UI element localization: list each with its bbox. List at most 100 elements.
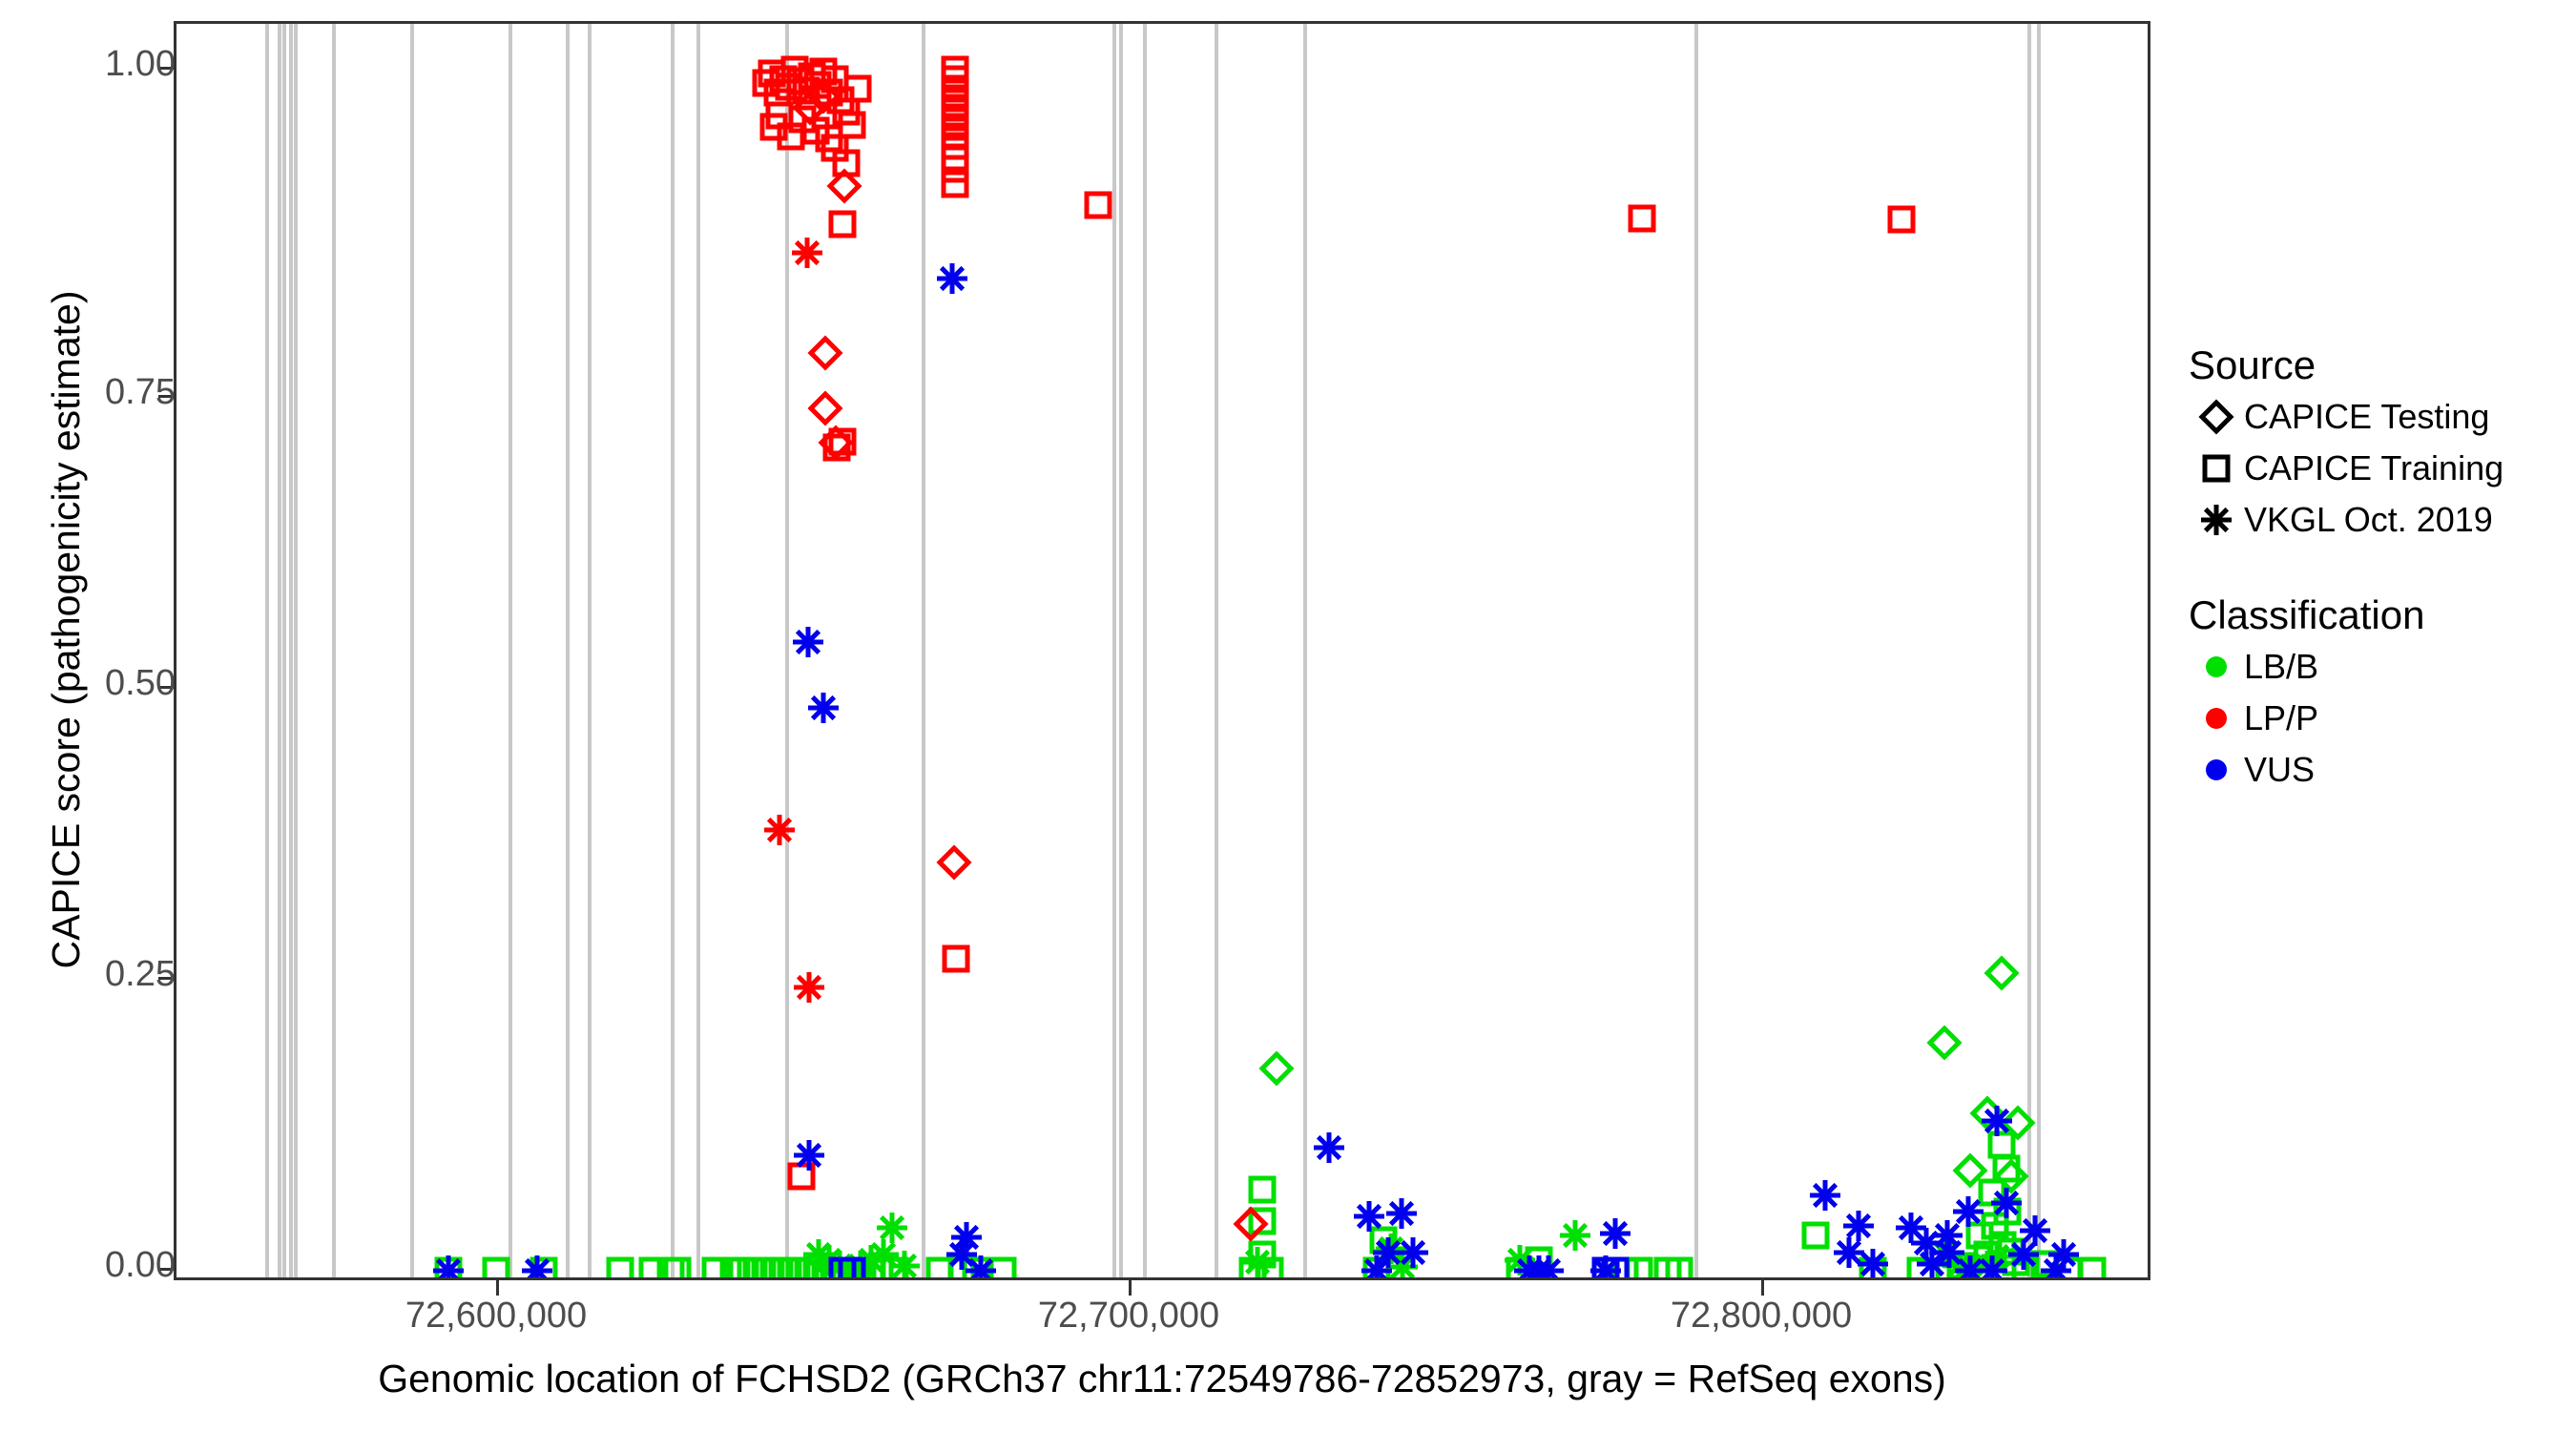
- y-axis-title: CAPICE score (pathogenicity estimate): [43, 290, 88, 969]
- scatter-point: [1926, 1025, 1963, 1061]
- refseq-exon-line: [566, 24, 570, 1277]
- scatter-point: [1993, 1158, 2029, 1194]
- x-tick-mark: [496, 1280, 499, 1296]
- scatter-point: [758, 111, 790, 143]
- y-tick-label: 0.75: [105, 372, 176, 412]
- refseq-exon-line: [1143, 24, 1147, 1277]
- scatter-point: [1258, 1050, 1295, 1087]
- legend-item[interactable]: VUS: [2189, 746, 2570, 794]
- y-tick-mark: [158, 1268, 174, 1271]
- legend-item-label: VKGL Oct. 2019: [2244, 500, 2493, 540]
- plot-panel: [174, 21, 2150, 1280]
- refseq-exon-line: [282, 24, 286, 1277]
- scatter-point: [1984, 955, 2020, 991]
- legend-item-label: CAPICE Testing: [2244, 397, 2490, 437]
- legend-item[interactable]: VKGL Oct. 2019: [2189, 496, 2570, 544]
- scatter-point: [1359, 1253, 1395, 1277]
- refseq-exon-line: [289, 24, 293, 1277]
- scatter-point: [789, 235, 825, 271]
- legend-item[interactable]: LB/B: [2189, 643, 2570, 691]
- refseq-exon-line: [1215, 24, 1218, 1277]
- color-dot-icon: [2189, 704, 2244, 733]
- chart-legend: Source CAPICE Testing CAPICE Training VKGL …: [2189, 342, 2570, 798]
- legend-item[interactable]: CAPICE Testing: [2189, 393, 2570, 441]
- legend-title-shape: Source: [2189, 342, 2316, 387]
- legend-item[interactable]: CAPICE Training: [2189, 445, 2570, 492]
- scatter-point: [1588, 1253, 1624, 1277]
- legend-item-label: VUS: [2244, 750, 2316, 790]
- scatter-point: [807, 335, 843, 371]
- scatter-point: [1979, 1103, 2015, 1139]
- refseq-exon-line: [696, 24, 700, 1277]
- color-dot-icon: [2189, 756, 2244, 784]
- refseq-exon-line: [1112, 24, 1116, 1277]
- refseq-exon-line: [294, 24, 298, 1277]
- scatter-point: [1914, 1246, 1950, 1277]
- legend-spacer: [2189, 548, 2570, 593]
- legend-item-label: LP/P: [2244, 698, 2319, 738]
- legend-item[interactable]: LP/P: [2189, 695, 2570, 742]
- refseq-exon-line: [922, 24, 925, 1277]
- scatter-point: [1885, 203, 1918, 236]
- refseq-exon-line: [509, 24, 512, 1277]
- color-dot-icon: [2189, 653, 2244, 681]
- scatter-point: [480, 1255, 512, 1277]
- scatter-point: [939, 153, 971, 185]
- scatter-point: [807, 390, 843, 426]
- scatter-point: [1950, 1193, 1986, 1230]
- scatter-point: [874, 1210, 910, 1246]
- y-tick-label: 0.00: [105, 1245, 176, 1285]
- scatter-point: [2005, 1236, 2042, 1273]
- scatter-point: [791, 969, 827, 1006]
- scatter-point: [761, 812, 798, 848]
- scatter-point: [2046, 1236, 2082, 1273]
- scatter-point: [1557, 1217, 1593, 1254]
- scatter-point: [1246, 1205, 1278, 1237]
- diamond-marker-icon: [2189, 399, 2244, 435]
- scatter-point: [791, 1137, 827, 1173]
- scatter-point: [1799, 1219, 1832, 1252]
- refseq-exon-line: [2027, 24, 2031, 1277]
- scatter-point: [836, 1255, 868, 1277]
- x-axis-title: Genomic location of FCHSD2 (GRCh37 chr11…: [378, 1356, 1946, 1400]
- scatter-point: [1239, 1244, 1276, 1277]
- refseq-exon-line: [1694, 24, 1698, 1277]
- scatter-point: [934, 260, 970, 297]
- scatter-point: [805, 690, 841, 726]
- scatter-point: [963, 1253, 999, 1277]
- scatter-point: [2000, 1105, 2036, 1141]
- y-tick-label: 0.25: [105, 954, 176, 994]
- scatter-point: [699, 1255, 732, 1277]
- scatter-point: [1082, 189, 1114, 221]
- scatter-point: [1351, 1198, 1387, 1234]
- x-tick-label: 72,700,000: [1037, 1296, 1220, 1336]
- legend-title-color: Classification: [2189, 592, 2425, 638]
- scatter-point: [936, 844, 972, 881]
- scatter-point: [2076, 1255, 2109, 1277]
- scatter-point: [1931, 1234, 1967, 1271]
- scatter-point: [1952, 1152, 1988, 1189]
- y-tick-mark: [158, 67, 174, 70]
- scatter-point: [1663, 1255, 1695, 1277]
- scatter-point: [1855, 1246, 1891, 1277]
- y-tick-label: 0.50: [105, 663, 176, 703]
- y-tick-mark: [158, 686, 174, 689]
- x-tick-mark: [1761, 1280, 1764, 1296]
- refseq-exon-line: [1303, 24, 1307, 1277]
- scatter-point: [1988, 1185, 2025, 1221]
- refseq-exon-line: [1119, 24, 1123, 1277]
- scatter-point: [948, 1219, 985, 1255]
- legend-item-label: CAPICE Training: [2244, 448, 2504, 488]
- refseq-exon-line: [2037, 24, 2041, 1277]
- scatter-point: [1233, 1206, 1269, 1242]
- scatter-point: [661, 1255, 694, 1277]
- scatter-point: [939, 168, 971, 200]
- x-tick-label: 72,600,000: [405, 1296, 588, 1336]
- refseq-exon-line: [588, 24, 592, 1277]
- asterisk-marker-icon: [2189, 502, 2244, 538]
- scatter-point: [1626, 202, 1658, 235]
- refseq-exon-line: [265, 24, 269, 1277]
- refseq-exon-line: [332, 24, 336, 1277]
- scatter-point: [1395, 1234, 1431, 1271]
